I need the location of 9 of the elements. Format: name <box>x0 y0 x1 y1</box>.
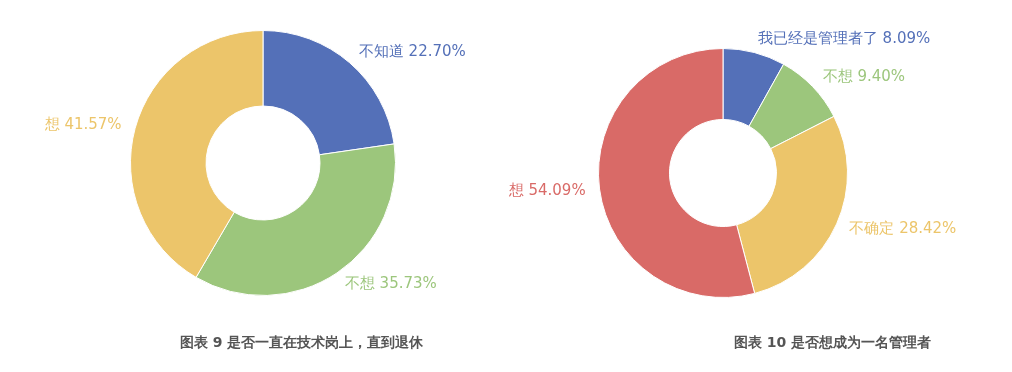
slice-label: 不想 9.40% <box>822 66 906 85</box>
slice-label: 想 54.09% <box>507 180 586 199</box>
slice-label: 我已经是管理者了 8.09% <box>757 28 931 47</box>
text: 图表 9 是否一直在技术岗上，直到退休 <box>180 334 424 352</box>
slice-label: 不知道 22.70% <box>358 42 466 61</box>
text: 图表 10 是否想成为一名管理者 <box>734 334 932 352</box>
slice-label: 想 41.57% <box>43 114 122 133</box>
slice-label: 不想 35.73% <box>344 274 437 293</box>
slice-label: 不确定 28.42% <box>849 219 957 238</box>
